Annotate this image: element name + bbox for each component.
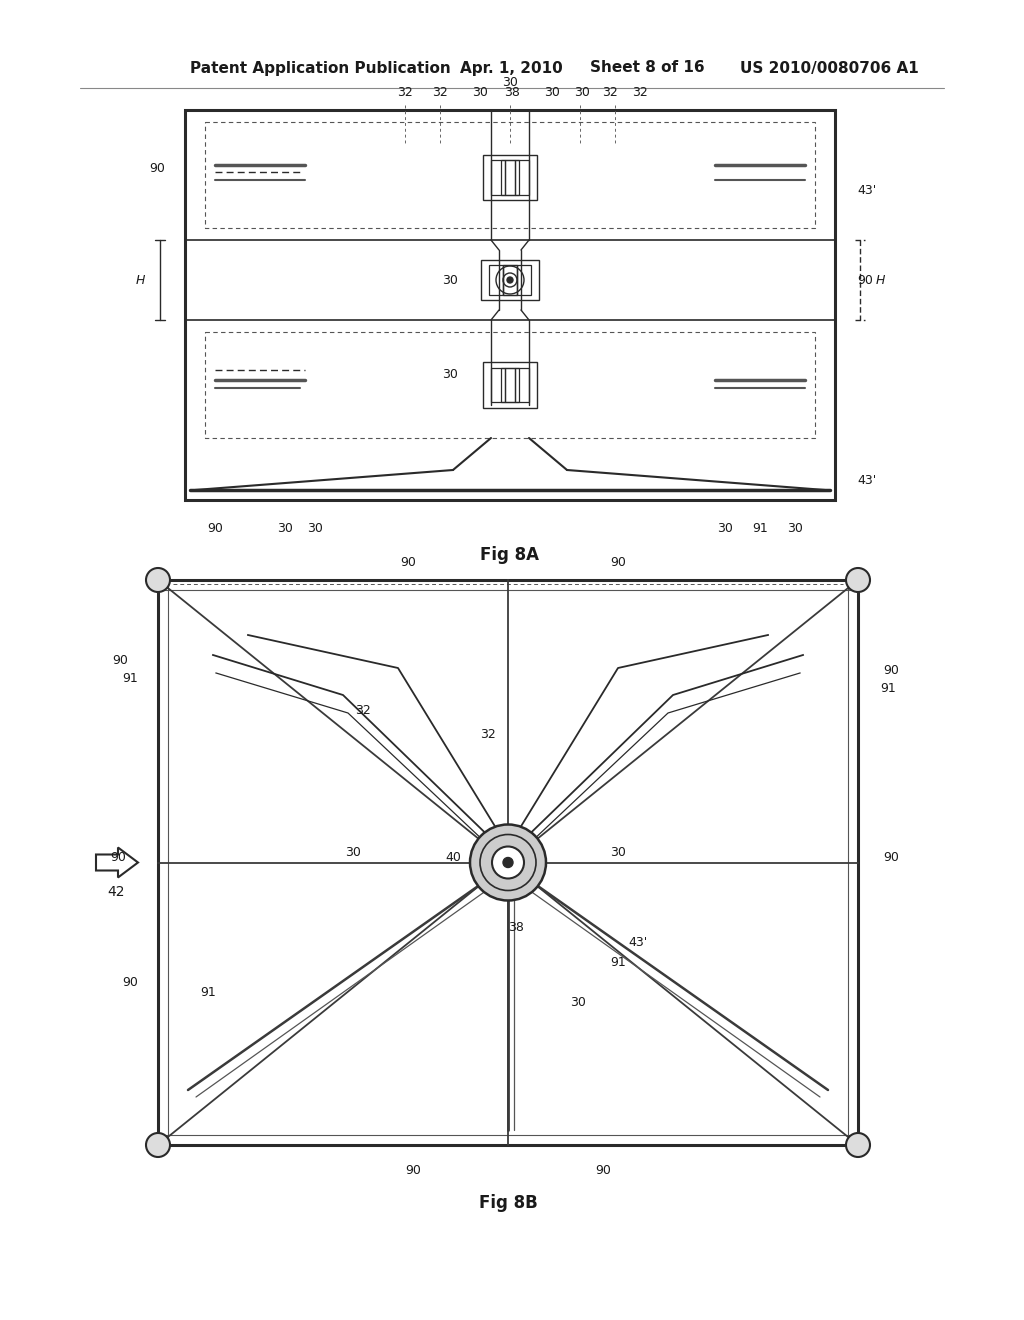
Text: 91: 91 xyxy=(200,986,216,999)
Text: 30: 30 xyxy=(472,86,488,99)
Bar xyxy=(515,160,529,195)
Bar xyxy=(503,265,517,294)
Text: 90: 90 xyxy=(883,664,899,676)
Text: 32: 32 xyxy=(632,86,648,99)
Circle shape xyxy=(492,846,524,879)
Text: Fig 8A: Fig 8A xyxy=(480,546,540,564)
Text: 90: 90 xyxy=(400,556,416,569)
Text: 38: 38 xyxy=(504,86,520,99)
Bar xyxy=(505,368,519,403)
Text: 32: 32 xyxy=(355,704,371,717)
Text: 30: 30 xyxy=(345,846,360,859)
Text: 43': 43' xyxy=(857,183,877,197)
Circle shape xyxy=(503,858,513,867)
Text: Apr. 1, 2010: Apr. 1, 2010 xyxy=(460,61,563,75)
Text: 30: 30 xyxy=(442,273,458,286)
Text: Fig 8B: Fig 8B xyxy=(478,1195,538,1212)
Bar xyxy=(517,265,531,294)
Text: 91: 91 xyxy=(752,521,768,535)
Bar xyxy=(501,368,515,403)
Text: Sheet 8 of 16: Sheet 8 of 16 xyxy=(590,61,705,75)
Circle shape xyxy=(146,1133,170,1158)
Text: 30: 30 xyxy=(307,521,323,535)
Bar xyxy=(205,333,815,438)
Circle shape xyxy=(470,825,546,900)
Text: 90: 90 xyxy=(150,161,165,174)
Bar xyxy=(483,362,537,408)
Bar xyxy=(205,121,815,228)
Bar xyxy=(483,154,537,201)
Circle shape xyxy=(146,568,170,591)
Text: 30: 30 xyxy=(544,86,560,99)
Text: 90: 90 xyxy=(122,975,138,989)
Text: 32: 32 xyxy=(432,86,447,99)
Text: 32: 32 xyxy=(397,86,413,99)
Text: 91: 91 xyxy=(610,956,626,969)
Text: 90: 90 xyxy=(207,521,223,535)
Text: 40: 40 xyxy=(445,851,461,865)
Text: 90: 90 xyxy=(610,556,626,569)
Bar xyxy=(515,368,529,403)
Text: 90: 90 xyxy=(112,653,128,667)
Bar xyxy=(185,110,835,500)
Bar xyxy=(505,160,519,195)
Text: 30: 30 xyxy=(442,368,458,381)
Text: 30: 30 xyxy=(502,75,518,88)
Polygon shape xyxy=(96,847,138,878)
Text: Patent Application Publication: Patent Application Publication xyxy=(190,61,451,75)
Bar xyxy=(481,260,539,300)
Bar xyxy=(490,368,505,403)
Text: 30: 30 xyxy=(717,521,733,535)
Text: 90: 90 xyxy=(857,273,872,286)
Text: 91: 91 xyxy=(880,681,896,694)
Text: 90: 90 xyxy=(595,1163,611,1176)
Text: 30: 30 xyxy=(787,521,803,535)
Bar xyxy=(489,265,503,294)
Text: 90: 90 xyxy=(883,851,899,865)
Text: 90: 90 xyxy=(111,851,126,865)
Bar xyxy=(490,160,505,195)
Text: 43': 43' xyxy=(857,474,877,487)
Text: H: H xyxy=(876,273,885,286)
Text: H: H xyxy=(135,273,144,286)
Text: 30: 30 xyxy=(278,521,293,535)
Bar xyxy=(158,579,858,1144)
Circle shape xyxy=(507,277,513,282)
Bar xyxy=(503,265,517,294)
Text: 32: 32 xyxy=(480,729,496,742)
Text: 30: 30 xyxy=(610,846,626,859)
Text: 91: 91 xyxy=(122,672,138,685)
Text: 90: 90 xyxy=(406,1163,421,1176)
Text: 43': 43' xyxy=(629,936,647,949)
Bar xyxy=(501,160,515,195)
Text: 30: 30 xyxy=(570,997,586,1008)
Text: 32: 32 xyxy=(602,86,617,99)
Text: 42: 42 xyxy=(108,886,125,899)
Circle shape xyxy=(846,1133,870,1158)
Text: 30: 30 xyxy=(574,86,590,99)
Circle shape xyxy=(846,568,870,591)
Text: 38: 38 xyxy=(508,921,524,935)
Text: US 2010/0080706 A1: US 2010/0080706 A1 xyxy=(740,61,919,75)
